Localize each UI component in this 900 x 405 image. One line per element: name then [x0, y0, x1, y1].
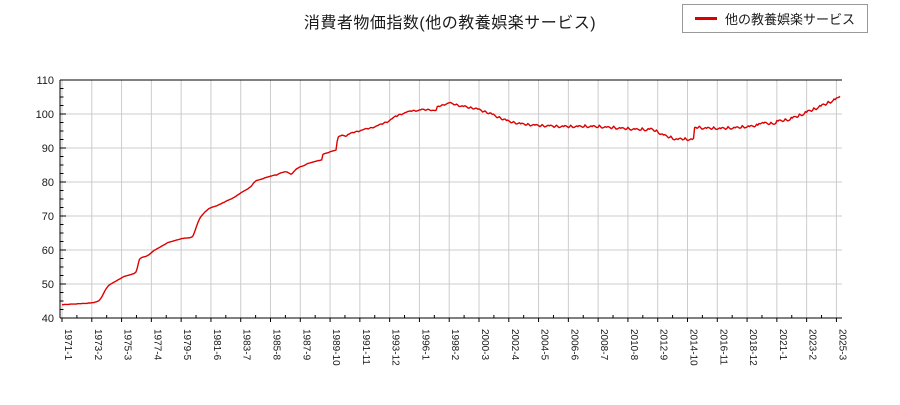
svg-text:1979-5: 1979-5 [181, 329, 192, 361]
svg-text:2008-7: 2008-7 [598, 329, 609, 361]
x-tick-labels: 1971-1 1973-2 1975-3 1977-4 1979-5 1981-6 1983… [62, 329, 847, 366]
svg-text:2021-1: 2021-1 [777, 329, 788, 361]
svg-text:90: 90 [42, 143, 54, 155]
svg-text:40: 40 [42, 313, 54, 325]
svg-text:2002-4: 2002-4 [509, 329, 520, 361]
chart-title: 消費者物価指数(他の教養娯楽サービス) [303, 15, 597, 32]
svg-text:2012-9: 2012-9 [658, 329, 669, 361]
svg-text:1977-4: 1977-4 [151, 329, 162, 361]
svg-text:2006-6: 2006-6 [568, 329, 579, 361]
gridlines [60, 80, 842, 318]
svg-text:2016-11: 2016-11 [717, 329, 728, 365]
svg-text:2014-10: 2014-10 [687, 329, 698, 366]
svg-text:100: 100 [36, 109, 54, 121]
legend-line-swatch [694, 17, 717, 20]
y-tick-labels: 40 50 60 70 80 90 100 110 [36, 75, 54, 325]
svg-text:60: 60 [42, 245, 54, 257]
svg-text:2000-3: 2000-3 [479, 329, 490, 361]
svg-text:2023-2: 2023-2 [807, 329, 818, 361]
tick-marks [60, 79, 837, 322]
legend-label: 他の教養娯楽サービス [724, 12, 855, 27]
svg-text:2010-8: 2010-8 [628, 329, 639, 361]
svg-text:1991-11: 1991-11 [360, 329, 371, 365]
svg-text:1985-8: 1985-8 [270, 329, 281, 361]
svg-text:80: 80 [42, 177, 54, 189]
svg-text:110: 110 [36, 75, 54, 87]
svg-text:1973-2: 1973-2 [92, 329, 103, 361]
svg-text:1993-12: 1993-12 [390, 329, 401, 366]
series-line [62, 95, 841, 306]
svg-text:2018-12: 2018-12 [747, 329, 758, 366]
svg-text:1981-6: 1981-6 [211, 329, 222, 361]
svg-text:1998-2: 1998-2 [449, 329, 460, 361]
legend: 他の教養娯楽サービス [681, 4, 868, 33]
axes [59, 79, 842, 319]
svg-text:1975-3: 1975-3 [122, 329, 133, 361]
svg-text:1996-1: 1996-1 [419, 329, 430, 361]
svg-text:2004-5: 2004-5 [539, 329, 550, 361]
svg-text:1971-1: 1971-1 [62, 329, 73, 361]
svg-text:1989-10: 1989-10 [330, 329, 341, 366]
svg-text:1987-9: 1987-9 [300, 329, 311, 361]
svg-text:2025-3: 2025-3 [836, 329, 847, 361]
svg-text:70: 70 [42, 211, 54, 223]
svg-text:1983-7: 1983-7 [241, 329, 252, 361]
svg-text:50: 50 [42, 279, 54, 291]
